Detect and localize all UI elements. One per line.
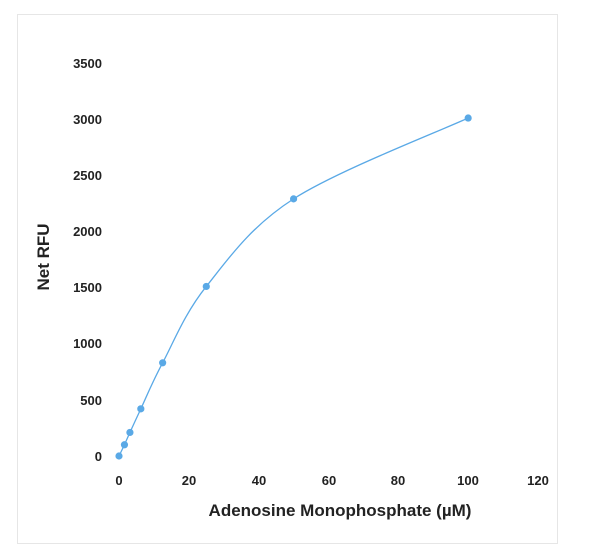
x-tick-label: 100	[457, 473, 479, 488]
data-point	[464, 114, 472, 122]
y-tick-label: 0	[95, 449, 102, 464]
series-curve	[118, 117, 469, 457]
y-tick-label: 1000	[73, 336, 102, 351]
x-tick-label: 40	[252, 473, 266, 488]
x-tick-label: 60	[322, 473, 336, 488]
data-point	[126, 428, 134, 437]
y-tick-label: 3000	[73, 112, 102, 127]
y-axis-title: Net RFU	[34, 223, 53, 290]
y-tick-labels: 0 500 1000 1500 2000 2500 3000 3500	[73, 56, 102, 464]
x-tick-label: 120	[527, 473, 549, 488]
y-tick-label: 1500	[73, 280, 102, 295]
x-axis-title: Adenosine Monophosphate (µM)	[209, 501, 472, 520]
data-point	[202, 282, 210, 291]
x-tick-label: 80	[391, 473, 405, 488]
chart-frame	[17, 14, 558, 544]
data-point	[137, 405, 145, 413]
data-points	[115, 114, 472, 460]
data-point	[159, 359, 167, 367]
y-tick-label: 500	[80, 393, 102, 408]
data-point	[120, 441, 129, 449]
x-tick-label: 0	[115, 473, 122, 488]
x-tick-labels: 0 20 40 60 80 100 120	[115, 473, 548, 488]
data-point	[289, 195, 298, 203]
x-tick-label: 20	[182, 473, 196, 488]
y-tick-label: 2000	[73, 224, 102, 239]
y-tick-label: 3500	[73, 56, 102, 71]
y-tick-label: 2500	[73, 168, 102, 183]
data-point	[115, 452, 123, 460]
